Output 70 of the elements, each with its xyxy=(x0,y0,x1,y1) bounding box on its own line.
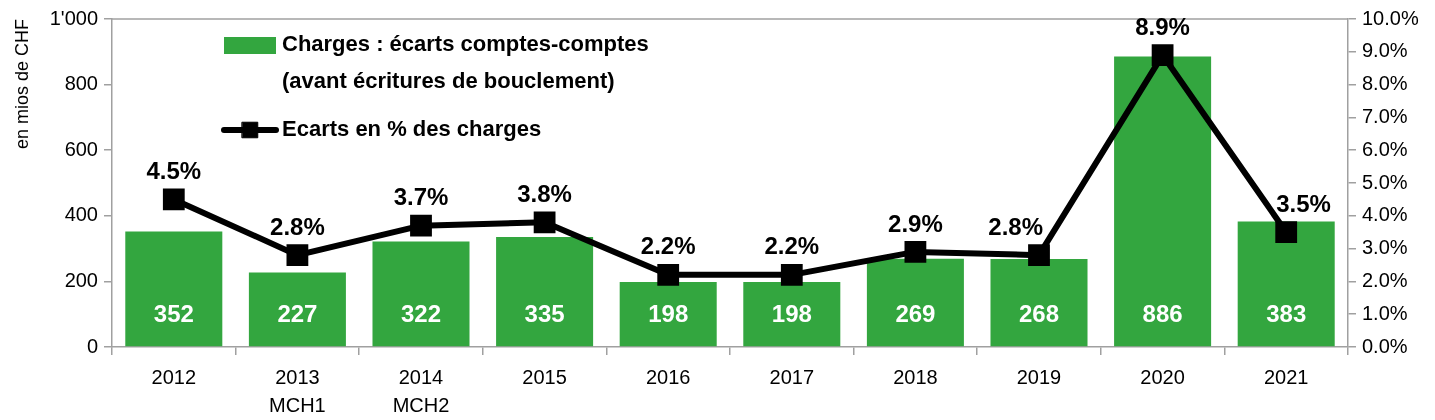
data-label: 383 xyxy=(1266,299,1307,327)
y2-tick-label: 8.0% xyxy=(1362,72,1408,95)
point xyxy=(162,188,185,211)
point xyxy=(1151,44,1174,66)
y-axis-title: en mios de CHF xyxy=(11,19,32,150)
bar xyxy=(990,259,1088,347)
y2-tick-label: 3.0% xyxy=(1362,236,1408,259)
data-label: 3.5% xyxy=(1276,189,1331,217)
bar xyxy=(1114,56,1212,347)
bar xyxy=(125,231,223,347)
bar xyxy=(1237,221,1335,347)
data-label: 3.7% xyxy=(393,183,449,211)
x-tick-label: 2016 xyxy=(645,365,691,388)
y-tick-label: 1'000 xyxy=(49,6,98,29)
data-label: 335 xyxy=(524,299,565,327)
data-label: 3.8% xyxy=(517,179,572,207)
point xyxy=(904,240,927,263)
data-label: 2.8% xyxy=(988,212,1043,240)
data-label: 198 xyxy=(771,299,812,327)
x-tick-label: 2021 xyxy=(1263,365,1309,388)
y2-tick-label: 4.0% xyxy=(1362,203,1408,226)
data-label: 268 xyxy=(1018,299,1060,327)
y2-tick-label: 2.0% xyxy=(1362,268,1408,291)
point xyxy=(780,263,803,286)
x-tick-label: 2014 MCH2 xyxy=(392,365,450,416)
data-label: 4.5% xyxy=(146,157,202,185)
x-tick-label: 2017 xyxy=(769,365,815,388)
y2-tick-label: 9.0% xyxy=(1362,39,1408,62)
y2-tick-label: 5.0% xyxy=(1362,170,1408,193)
point xyxy=(657,263,680,286)
y-tick-label: 800 xyxy=(64,72,98,95)
point xyxy=(286,244,309,267)
data-label: 886 xyxy=(1142,299,1183,327)
bar xyxy=(496,237,594,347)
point xyxy=(410,214,432,237)
x-tick-label: 2012 xyxy=(151,365,197,388)
bar xyxy=(372,241,470,347)
point xyxy=(533,211,556,234)
y2-tick-label: 0.0% xyxy=(1362,334,1408,357)
data-label: 198 xyxy=(648,299,689,327)
point xyxy=(1275,221,1298,244)
y-tick-label: 200 xyxy=(64,268,98,291)
data-label: 2.8% xyxy=(270,212,325,240)
point xyxy=(1028,244,1050,267)
legend-label: Charges : écarts comptes-comptes (avant écritures de bouclement) xyxy=(282,31,649,94)
y2-tick-label: 7.0% xyxy=(1362,104,1408,127)
data-label: 2.2% xyxy=(640,232,696,260)
y2-tick-label: 10.0% xyxy=(1362,6,1419,29)
y2-tick-label: 6.0% xyxy=(1362,137,1408,160)
bar xyxy=(743,282,841,347)
y-tick-label: 600 xyxy=(64,137,98,160)
y-tick-label: 400 xyxy=(64,203,98,226)
x-tick-label: 2018 xyxy=(893,365,938,388)
x-tick-label: 2020 xyxy=(1140,365,1185,388)
data-label: 227 xyxy=(277,299,318,327)
x-tick-label: 2015 xyxy=(522,365,567,388)
y-tick-label: 0 xyxy=(86,334,98,357)
bar xyxy=(248,272,346,347)
data-label: 2.2% xyxy=(764,232,820,260)
data-label: 269 xyxy=(895,299,936,327)
x-tick-label: 2013 MCH1 xyxy=(269,365,326,416)
y2-tick-label: 1.0% xyxy=(1362,301,1408,324)
data-label: 8.9% xyxy=(1135,12,1190,40)
data-label: 352 xyxy=(153,299,194,327)
legend-label: Ecarts en % des charges xyxy=(282,116,542,142)
x-tick-label: 2019 xyxy=(1016,365,1062,388)
data-label: 322 xyxy=(400,299,442,327)
bar xyxy=(619,282,717,347)
bar xyxy=(866,258,964,347)
data-label: 2.9% xyxy=(888,209,943,237)
